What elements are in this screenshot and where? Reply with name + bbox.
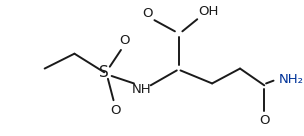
Text: S: S <box>99 65 109 80</box>
Text: OH: OH <box>198 5 219 18</box>
Text: O: O <box>119 34 130 47</box>
Text: O: O <box>110 104 121 117</box>
Text: O: O <box>142 7 152 20</box>
Text: NH: NH <box>132 83 151 95</box>
Text: O: O <box>259 114 269 127</box>
Text: NH₂: NH₂ <box>279 73 304 86</box>
